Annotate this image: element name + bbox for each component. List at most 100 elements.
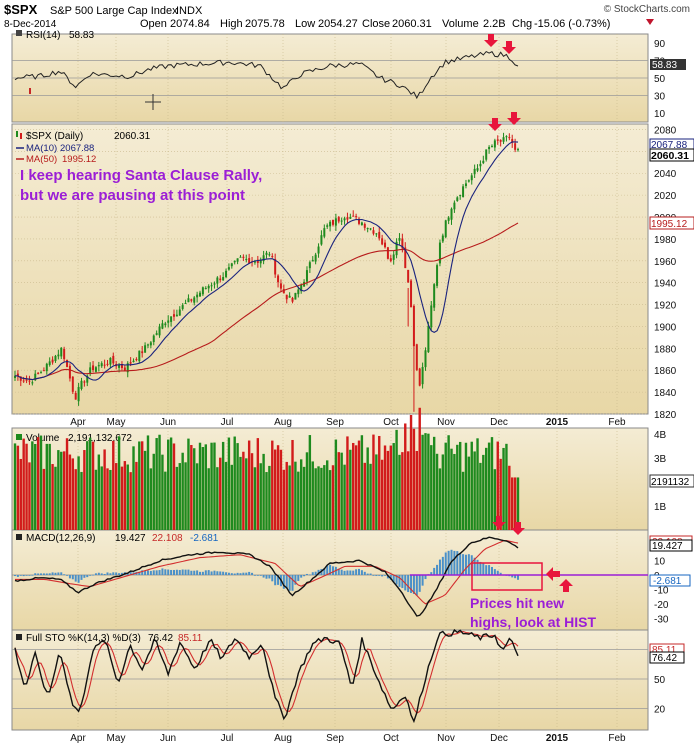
candle-body	[433, 284, 436, 308]
santa-rally-annotation-line1: I keep hearing Santa Clause Rally,	[20, 167, 262, 184]
volume-current-tag: 2191132	[649, 474, 694, 488]
price-tick-label: 2040	[654, 169, 677, 180]
candle-body	[331, 219, 334, 225]
macd-hist-bar	[68, 575, 71, 579]
macd-hist-bar	[291, 575, 294, 591]
volume-bar	[392, 443, 395, 530]
candle-body	[447, 217, 450, 221]
volume-bar	[297, 471, 300, 530]
volume-bar	[421, 434, 424, 530]
volume-bar	[354, 445, 358, 530]
candle-body	[207, 285, 210, 289]
volume-bar	[181, 452, 184, 530]
volume-bar	[485, 447, 488, 530]
candle-body	[68, 365, 71, 379]
candle-body	[132, 360, 135, 363]
candle-body	[438, 242, 441, 264]
left-arrow-icon	[546, 567, 560, 581]
macd-hist-bar	[196, 570, 199, 575]
low-value: 2054.27	[318, 18, 358, 30]
macd-hist-bar	[37, 573, 40, 575]
volume-bar	[112, 440, 115, 530]
macd-hist-bar	[100, 573, 103, 575]
volume-bar	[349, 449, 352, 530]
candle-body	[135, 359, 138, 361]
volume-bar	[406, 451, 410, 530]
volume-bar	[164, 471, 167, 530]
macd-hist-bar	[172, 569, 175, 575]
candle-body	[404, 247, 407, 269]
candle-body	[314, 254, 317, 262]
macd-hist-bar	[219, 571, 222, 575]
volume-bar	[65, 438, 69, 530]
sto-k-line	[14, 628, 519, 724]
macd-hist-bar	[496, 570, 499, 575]
price-tick-label: 1960	[654, 257, 677, 268]
macd-hist-bar	[216, 571, 219, 575]
volume-bar	[271, 440, 274, 530]
macd-hist-bar	[482, 562, 485, 575]
volume-bar	[221, 441, 225, 530]
macd-hist-bar	[410, 575, 413, 593]
high-label: High	[220, 18, 243, 30]
candle-body	[262, 255, 265, 262]
macd-hist-bar	[300, 575, 303, 578]
volume-bar	[444, 442, 447, 530]
candle-body	[158, 326, 161, 336]
candle-body	[297, 289, 300, 295]
macd-hist-bar	[453, 550, 456, 575]
volume-bar	[146, 435, 150, 530]
candle-body	[308, 262, 311, 269]
candle-body	[285, 294, 288, 300]
candle-body	[311, 259, 314, 262]
candle-body	[97, 365, 100, 367]
volume-bar	[62, 451, 66, 530]
volume-bar	[140, 441, 144, 530]
open-value: 2074.84	[170, 18, 210, 30]
month-label-bottom: Oct	[383, 733, 399, 744]
candle-body	[369, 228, 372, 230]
macd-hist-bar	[239, 573, 242, 575]
candle-body	[120, 364, 123, 369]
svg-text:2191132: 2191132	[651, 477, 690, 488]
price-value: 2060.31	[114, 131, 151, 142]
macd-hist-bar	[120, 572, 123, 575]
volume-bar	[311, 461, 314, 530]
volume-bar	[415, 450, 419, 530]
macd-hist-bar	[118, 573, 121, 575]
candle-body	[170, 316, 173, 322]
price-tick-label: 1980	[654, 235, 677, 246]
candle-body	[329, 221, 332, 227]
volume-bar	[357, 440, 361, 530]
candle-body	[109, 357, 112, 365]
rsi-label: RSI(14)	[26, 30, 60, 41]
volume-bar	[430, 445, 433, 530]
month-label-top: Jun	[160, 417, 176, 428]
candle-body	[14, 375, 16, 378]
volume-bar	[308, 435, 312, 530]
macd-hist-bar	[412, 575, 415, 594]
volume-bar	[178, 463, 181, 530]
candle-body	[323, 228, 326, 237]
open-label: Open	[140, 18, 167, 30]
macd-hist-bar	[265, 575, 268, 579]
volume-bar	[155, 438, 158, 530]
price-tick-label: 1900	[654, 322, 677, 333]
macd-hist-bar	[184, 569, 187, 575]
candle-body	[103, 364, 106, 366]
macd-hist-bar	[210, 571, 213, 575]
candle-body	[74, 393, 77, 400]
volume-bar	[103, 449, 106, 530]
candle-body	[427, 325, 430, 353]
macd-hist-bar	[201, 571, 204, 575]
candle-body	[123, 367, 126, 371]
macd-hist-bar	[57, 572, 60, 575]
candle-body	[253, 261, 256, 263]
macd-hist-bar	[262, 575, 265, 578]
volume-bar	[340, 452, 343, 530]
price-series	[14, 132, 519, 412]
volume-bar	[195, 463, 199, 530]
ma50-label: MA(50)	[26, 154, 57, 165]
candle-body	[407, 269, 410, 283]
